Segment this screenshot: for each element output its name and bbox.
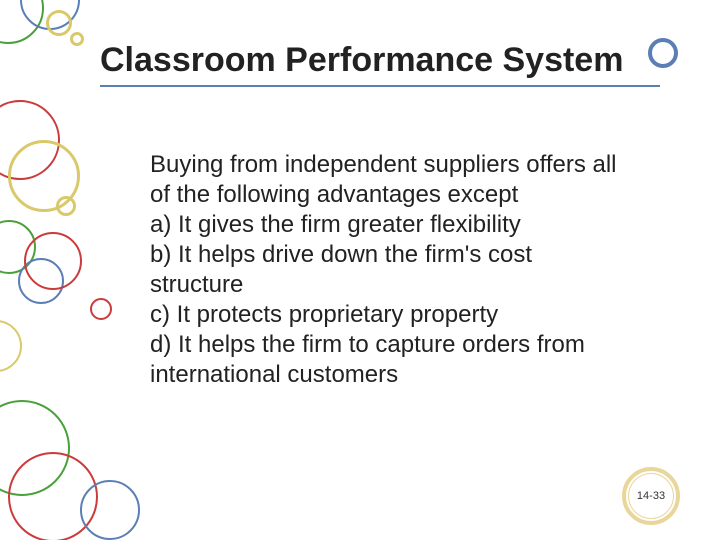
slide: Classroom Performance System Buying from… bbox=[0, 0, 720, 540]
page-number: 14-33 bbox=[637, 490, 665, 502]
decor-circle bbox=[70, 32, 84, 46]
title-underline bbox=[100, 85, 660, 87]
question-text: Buying from independent suppliers offers… bbox=[150, 151, 617, 208]
option-a: a) It gives the firm greater flexibility bbox=[150, 211, 521, 238]
body-block: Buying from independent suppliers offers… bbox=[150, 150, 620, 390]
option-d: d) It helps the firm to capture orders f… bbox=[150, 331, 585, 388]
decor-circle bbox=[90, 298, 112, 320]
title-block: Classroom Performance System bbox=[100, 42, 660, 87]
decor-circle bbox=[80, 480, 140, 540]
option-b: b) It helps drive down the firm's cost s… bbox=[150, 241, 532, 298]
decor-circle bbox=[56, 196, 76, 216]
page-number-inner-ring: 14-33 bbox=[628, 473, 674, 519]
decor-circle bbox=[24, 232, 82, 290]
option-c: c) It protects proprietary property bbox=[150, 301, 498, 328]
decor-circle bbox=[46, 10, 72, 36]
decor-circle bbox=[0, 320, 22, 372]
slide-title: Classroom Performance System bbox=[100, 42, 660, 79]
body-text: Buying from independent suppliers offers… bbox=[150, 150, 620, 390]
